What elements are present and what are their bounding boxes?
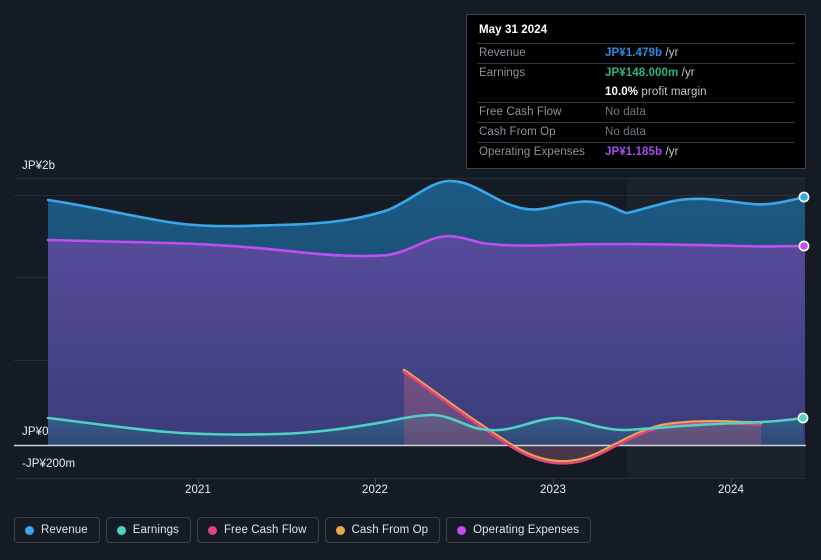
legend-label-earnings: Earnings	[132, 524, 179, 536]
free-cash-flow-area	[404, 370, 761, 462]
tooltip-row-revenue: Revenue JP¥1.479b /yr	[477, 43, 795, 63]
legend-dot-icon-free-cash-flow	[207, 525, 217, 535]
tooltip-unit-operating-expenses: /yr	[665, 146, 679, 158]
tooltip-label-earnings: Earnings	[479, 67, 526, 79]
tooltip-amount-earnings: JP¥148.000m	[605, 67, 679, 79]
x-axis-label-2022: 2022	[362, 484, 388, 496]
tooltip-row-earnings: Earnings JP¥148.000m /yr	[477, 63, 795, 83]
tooltip-row-profit-margin: 10.0% profit margin	[477, 83, 795, 102]
tooltip-value-operating-expenses: JP¥1.185b /yr	[605, 146, 679, 158]
y-axis-label-top: JP¥2b	[22, 160, 56, 172]
tooltip-value-free-cash-flow: No data	[605, 106, 646, 118]
tooltip-label-cash-from-op: Cash From Op	[479, 126, 556, 138]
legend-label-revenue: Revenue	[41, 524, 88, 536]
chart-legend: Revenue Earnings Free Cash Flow Cash Fro…	[14, 517, 592, 543]
operating-expenses-line	[46, 234, 807, 258]
legend-label-cash-from-op: Cash From Op	[351, 524, 429, 536]
legend-dot-icon-earnings	[116, 525, 126, 535]
legend-dot-icon-cash-from-op	[335, 525, 345, 535]
tooltip-row-operating-expenses: Operating Expenses JP¥1.185b /yr	[477, 142, 795, 162]
tooltip-amount-revenue: JP¥1.479b	[605, 47, 663, 59]
tooltip-date: May 31 2024	[479, 24, 548, 36]
operating-expenses-endpoint-marker	[798, 240, 810, 252]
operating-expenses-area	[48, 236, 805, 445]
legend-dot-icon-operating-expenses	[457, 525, 467, 535]
tooltip-amount-profit-margin: 10.0%	[605, 86, 639, 98]
tooltip-unit-earnings: /yr	[681, 67, 695, 79]
revenue-line	[46, 179, 807, 228]
legend-item-revenue[interactable]: Revenue	[14, 517, 100, 543]
x-axis-label-2024: 2024	[718, 484, 744, 496]
tooltip-unit-revenue: /yr	[665, 47, 679, 59]
earnings-line	[46, 413, 805, 436]
x-axis-label-2023: 2023	[540, 484, 566, 496]
x-tick-marks	[198, 478, 732, 484]
tooltip-label-operating-expenses: Operating Expenses	[479, 146, 586, 158]
tooltip-row-cash-from-op: Cash From Op No data	[477, 122, 795, 142]
tooltip-value-revenue: JP¥1.479b /yr	[605, 47, 679, 59]
y-axis-label-bottom: -JP¥200m	[22, 458, 76, 470]
earnings-endpoint-marker	[797, 412, 809, 424]
revenue-endpoint-marker	[798, 191, 810, 203]
legend-item-earnings[interactable]: Earnings	[105, 517, 191, 543]
legend-item-cash-from-op[interactable]: Cash From Op	[324, 517, 441, 543]
y-axis-label-zero: JP¥0	[22, 426, 49, 438]
tooltip-label-revenue: Revenue	[479, 47, 526, 59]
legend-item-free-cash-flow[interactable]: Free Cash Flow	[196, 517, 319, 543]
tooltip-value-cash-from-op: No data	[605, 126, 646, 138]
tooltip-row-free-cash-flow: Free Cash Flow No data	[477, 102, 795, 122]
x-axis-label-2021: 2021	[185, 484, 211, 496]
tooltip-value-earnings: JP¥148.000m /yr	[605, 67, 695, 79]
legend-item-operating-expenses[interactable]: Operating Expenses	[446, 517, 592, 543]
legend-label-free-cash-flow: Free Cash Flow	[223, 524, 307, 536]
legend-dot-icon-revenue	[25, 525, 34, 535]
tooltip-value-profit-margin: 10.0% profit margin	[605, 86, 707, 98]
chart-tooltip: May 31 2024 Revenue JP¥1.479b /yr Earnin…	[466, 14, 806, 169]
tooltip-unit-profit-margin: profit margin	[641, 86, 707, 98]
tooltip-label-free-cash-flow: Free Cash Flow	[479, 106, 562, 118]
tooltip-amount-operating-expenses: JP¥1.185b	[605, 146, 663, 158]
legend-label-operating-expenses: Operating Expenses	[473, 524, 580, 536]
